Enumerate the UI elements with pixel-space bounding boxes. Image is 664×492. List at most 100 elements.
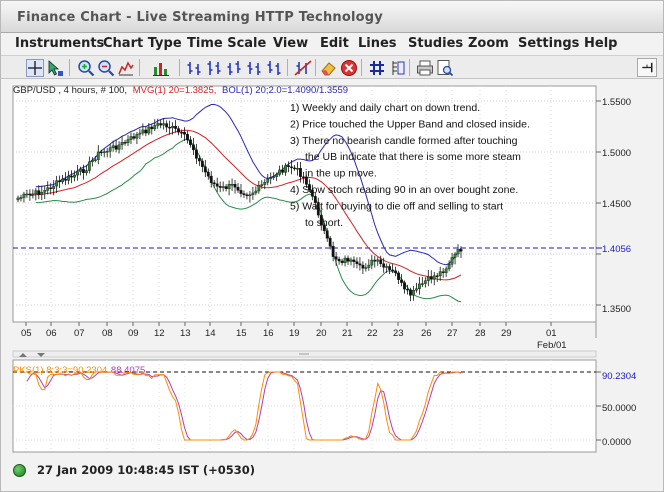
menu-edit[interactable]: Edit (320, 36, 349, 51)
pks-d-label: 88.4075 (111, 365, 145, 376)
scale-icon[interactable] (387, 58, 405, 76)
eraser-icon[interactable] (319, 58, 337, 76)
candle-body (132, 136, 136, 139)
note-line: in the up move. (305, 168, 377, 180)
candle-body (64, 178, 67, 181)
candle-chart-icon[interactable] (205, 58, 223, 76)
area-chart-icon[interactable] (265, 58, 283, 76)
upper-band-line (35, 103, 462, 266)
draw-line-icon[interactable] (293, 58, 312, 76)
candle-body (84, 170, 88, 173)
print-preview-icon[interactable] (435, 58, 454, 77)
price-axis-labels: 1.5500 1.5000 1.4500 1.3500 (602, 97, 631, 315)
candle-body (325, 230, 329, 239)
candle-body (459, 249, 463, 252)
date-label: 21 (342, 328, 353, 339)
delete-icon[interactable] (339, 58, 357, 76)
menu-instruments[interactable]: Instruments (15, 36, 105, 51)
zoom-in-icon[interactable] (76, 58, 95, 77)
candle-body (135, 134, 139, 139)
chart-series (16, 103, 463, 303)
menu-studies[interactable]: Studies (408, 36, 464, 51)
candle-body (102, 151, 106, 153)
candle-body (171, 125, 175, 129)
price-label-2: 1.5000 (602, 148, 631, 159)
zoom-out-icon[interactable] (96, 58, 115, 77)
candle-body (189, 139, 192, 145)
current-price-label: 1.4056 (602, 244, 631, 255)
candle-body (129, 136, 133, 140)
grid-icon[interactable] (367, 58, 385, 76)
candle-body (382, 263, 386, 268)
candle-body (230, 184, 234, 186)
main-panel (12, 85, 597, 323)
date-label: 13 (180, 328, 191, 339)
chart-type-icon[interactable] (151, 58, 169, 76)
candle-body (412, 290, 415, 296)
candle-body (209, 175, 213, 183)
menu-chart-type[interactable]: Chart Type (103, 36, 182, 51)
candle-body (310, 189, 314, 197)
candle-body (423, 280, 427, 284)
pointer-icon[interactable] (45, 58, 63, 76)
candle-body (162, 123, 166, 126)
stoch-d-line (26, 371, 462, 441)
date-label: 16 (263, 328, 274, 339)
line-chart-icon[interactable] (225, 58, 243, 76)
oscillator-axis-labels: 90.2304 50.0000 0.0000 (602, 371, 636, 448)
candle-body (215, 183, 219, 187)
candle-body (120, 142, 124, 146)
date-label: 14 (205, 328, 216, 339)
candle-body (200, 160, 204, 167)
candle-body (138, 132, 142, 135)
candle-body (426, 276, 430, 281)
candle-body (444, 268, 448, 273)
candle-body (212, 182, 216, 185)
candle-body (376, 259, 380, 262)
bar-chart-icon[interactable] (185, 58, 203, 76)
menu-help[interactable]: Help (584, 36, 618, 51)
print-icon[interactable] (415, 58, 433, 76)
candle-body (278, 169, 282, 175)
candle-body (46, 187, 50, 191)
menu-zoom[interactable]: Zoom (468, 36, 509, 51)
resize-arrows-icon[interactable] (19, 353, 45, 357)
stoch-k-line (26, 371, 462, 441)
candle-body (174, 125, 177, 129)
date-label: 27 (447, 328, 458, 339)
candle-body (197, 158, 201, 162)
menu-lines[interactable]: Lines (358, 36, 397, 51)
indicator-icon[interactable] (116, 58, 134, 76)
candle-body (251, 192, 255, 196)
candle-body (307, 184, 311, 191)
candle-body (159, 123, 163, 126)
candle-body (420, 283, 424, 285)
candle-body (43, 190, 47, 193)
chart-area[interactable]: GBP/USD , 4 hours, # 100, MVG(1) 20=1.38… (9, 81, 657, 453)
candle-body (358, 263, 362, 266)
osc-label-2: 50.0000 (602, 403, 636, 414)
date-label: 05 (21, 328, 32, 339)
note-line: to short. (305, 217, 343, 229)
candle-body (266, 178, 270, 183)
price-chart[interactable]: GBP/USD , 4 hours, # 100, MVG(1) 20=1.38… (9, 81, 657, 453)
candle-body (275, 174, 279, 177)
candle-body (70, 175, 73, 178)
candle-body (257, 185, 261, 192)
menu-settings[interactable]: Settings (518, 36, 580, 51)
date-label: 01 (546, 328, 557, 339)
pin-icon[interactable] (637, 58, 657, 77)
lower-band-line (35, 139, 462, 303)
date-label: 08 (102, 328, 113, 339)
ohlc-chart-icon[interactable] (245, 58, 263, 76)
candle-body (313, 196, 317, 203)
menu-view[interactable]: View (273, 36, 309, 51)
candle-body (186, 134, 189, 140)
menu-time-scale[interactable]: Time Scale (187, 36, 267, 51)
crosshair-icon[interactable] (25, 58, 44, 77)
candle-body (287, 165, 290, 168)
candle-body (76, 171, 79, 176)
candle-body (388, 266, 392, 271)
status-bar: 27 Jan 2009 10:48:45 IST (+0530) (1, 458, 663, 478)
